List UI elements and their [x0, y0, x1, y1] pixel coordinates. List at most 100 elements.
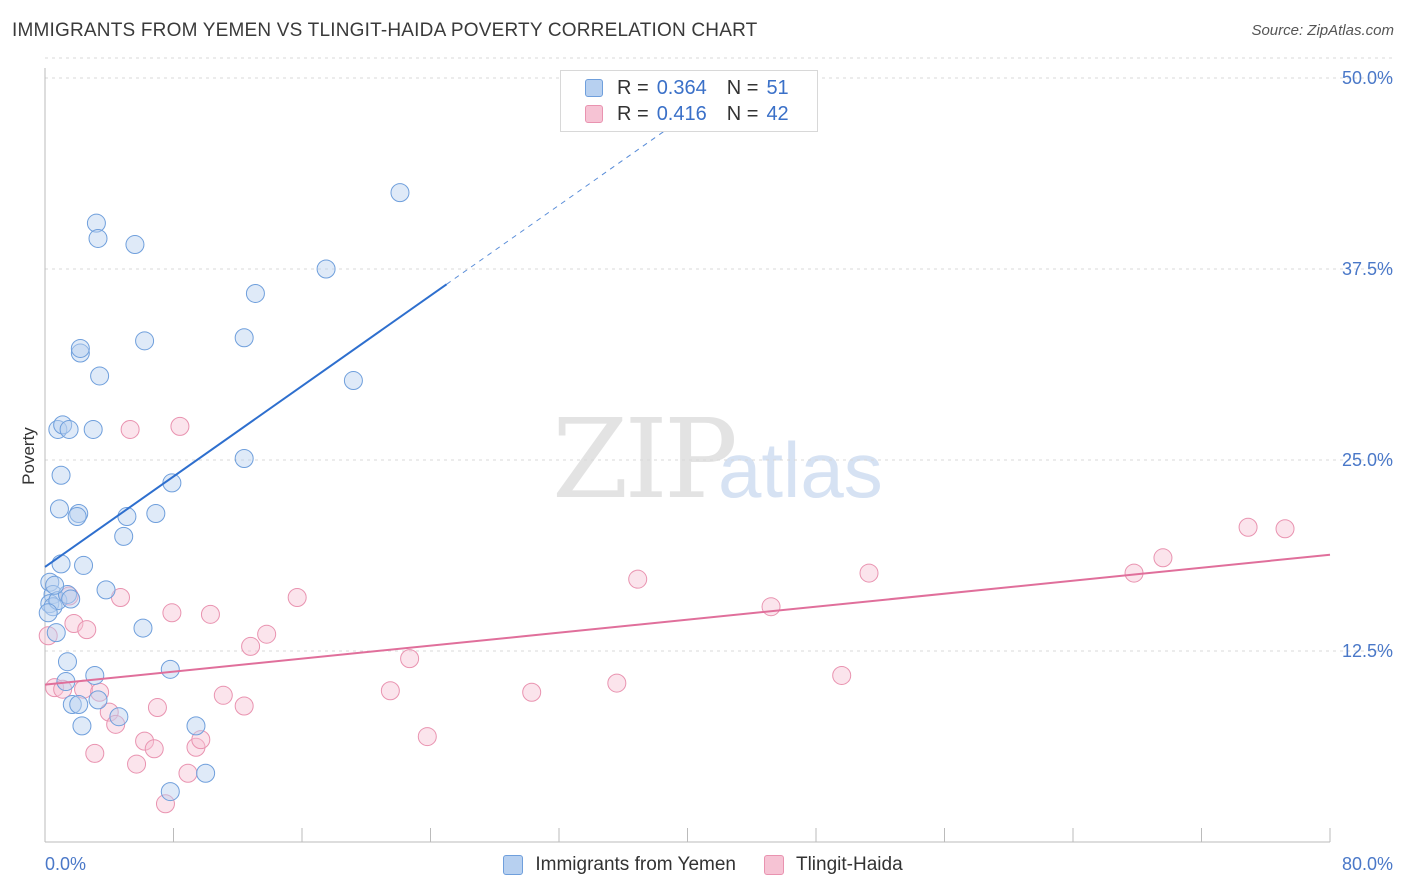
point-immigrants-from-yemen — [133, 618, 153, 638]
point-immigrants-from-yemen — [390, 183, 410, 203]
x-tick-label: 80.0% — [1342, 854, 1393, 874]
legend-item-yemen[interactable]: Immigrants from Yemen — [503, 854, 736, 876]
point-tlingit-haida — [628, 569, 648, 589]
point-immigrants-from-yemen — [109, 707, 129, 727]
point-immigrants-from-yemen — [46, 623, 66, 643]
legend-r-value: 0.416 — [656, 102, 707, 125]
point-tlingit-haida — [400, 649, 420, 669]
legend-row-tlingit: R = 0.416 N = 42 — [585, 101, 789, 127]
x-tick-label: 0.0% — [45, 854, 86, 874]
y-axis-label: Poverty — [19, 427, 38, 485]
point-immigrants-from-yemen — [45, 575, 65, 595]
point-immigrants-from-yemen — [38, 603, 58, 623]
point-tlingit-haida — [144, 739, 164, 759]
watermark-atlas: atlas — [718, 426, 883, 514]
point-tlingit-haida — [607, 673, 627, 693]
point-immigrants-from-yemen — [135, 331, 155, 351]
trend-line-yemen — [44, 283, 448, 568]
legend-r-label: R = — [617, 102, 649, 125]
point-tlingit-haida — [1238, 517, 1258, 537]
series-tlingit-haida — [38, 416, 1295, 814]
point-tlingit-haida — [135, 731, 155, 751]
legend-label-tlingit: Tlingit-Haida — [795, 854, 903, 875]
point-immigrants-from-yemen — [69, 503, 89, 523]
point-tlingit-haida — [1275, 519, 1295, 539]
point-tlingit-haida — [147, 698, 167, 718]
legend-label-yemen: Immigrants from Yemen — [535, 854, 736, 875]
y-tick-label: 50.0% — [1342, 68, 1393, 88]
legend-swatch-blue — [503, 855, 524, 875]
point-tlingit-haida — [162, 603, 182, 623]
point-immigrants-from-yemen — [57, 652, 77, 672]
source-label: Source: ZipAtlas.com — [1251, 22, 1394, 39]
point-immigrants-from-yemen — [88, 228, 108, 248]
y-tick-label: 25.0% — [1342, 450, 1393, 470]
legend-swatch-blue — [585, 79, 603, 97]
point-tlingit-haida — [200, 604, 220, 624]
point-tlingit-haida — [120, 419, 140, 439]
point-immigrants-from-yemen — [74, 555, 94, 575]
point-immigrants-from-yemen — [146, 503, 166, 523]
point-tlingit-haida — [53, 679, 73, 699]
point-tlingit-haida — [241, 636, 261, 656]
trend-line-tlingit-haida — [44, 553, 1331, 686]
point-tlingit-haida — [287, 588, 307, 608]
series-immigrants-from-yemen — [38, 183, 410, 802]
legend-n-value: 51 — [766, 76, 789, 99]
point-tlingit-haida — [1153, 548, 1173, 568]
point-immigrants-from-yemen — [61, 589, 81, 609]
point-immigrants-from-yemen — [72, 716, 92, 736]
point-immigrants-from-yemen — [83, 419, 103, 439]
point-tlingit-haida — [380, 681, 400, 701]
point-tlingit-haida — [213, 685, 233, 705]
axis-labels: 12.5% 25.0% 37.5% 50.0% 0.0% 80.0% Poverty — [19, 68, 1393, 874]
point-immigrants-from-yemen — [51, 465, 71, 485]
grid-lines — [45, 57, 1392, 652]
point-immigrants-from-yemen — [67, 507, 87, 527]
legend-swatch-pink — [585, 105, 603, 123]
point-tlingit-haida — [85, 743, 105, 763]
point-tlingit-haida — [99, 702, 119, 722]
legend-r-value: 0.364 — [656, 76, 707, 99]
point-tlingit-haida — [106, 714, 126, 734]
point-tlingit-haida — [178, 763, 198, 783]
point-immigrants-from-yemen — [62, 694, 82, 714]
legend-item-tlingit[interactable]: Tlingit-Haida — [763, 854, 903, 876]
legend-row-yemen: R = 0.364 N = 51 — [585, 75, 789, 101]
point-immigrants-from-yemen — [343, 371, 363, 391]
point-tlingit-haida — [417, 727, 437, 747]
point-immigrants-from-yemen — [160, 659, 180, 679]
point-immigrants-from-yemen — [234, 328, 254, 348]
point-immigrants-from-yemen — [49, 499, 69, 519]
point-immigrants-from-yemen — [316, 259, 336, 279]
point-immigrants-from-yemen — [114, 526, 134, 546]
y-tick-label: 37.5% — [1342, 259, 1393, 279]
point-immigrants-from-yemen — [160, 782, 180, 802]
point-tlingit-haida — [170, 416, 190, 436]
point-immigrants-from-yemen — [96, 580, 116, 600]
point-immigrants-from-yemen — [245, 283, 265, 303]
point-immigrants-from-yemen — [186, 716, 206, 736]
point-immigrants-from-yemen — [86, 213, 106, 233]
point-immigrants-from-yemen — [88, 690, 108, 710]
legend-n-label: N = — [726, 76, 759, 99]
watermark-zip: ZIP — [552, 395, 738, 523]
y-tick-label: 12.5% — [1342, 641, 1393, 661]
point-immigrants-from-yemen — [51, 554, 71, 574]
point-tlingit-haida — [832, 665, 852, 685]
point-immigrants-from-yemen — [125, 235, 145, 255]
point-immigrants-from-yemen — [59, 419, 79, 439]
point-tlingit-haida — [257, 624, 277, 644]
chart-title: IMMIGRANTS FROM YEMEN VS TLINGIT-HAIDA P… — [12, 20, 758, 41]
point-immigrants-from-yemen — [70, 338, 90, 358]
point-immigrants-from-yemen — [70, 343, 90, 363]
point-immigrants-from-yemen — [90, 366, 110, 386]
point-tlingit-haida — [859, 563, 879, 583]
axes — [44, 68, 1331, 843]
point-immigrants-from-yemen — [234, 448, 254, 468]
legend-n-label: N = — [726, 102, 759, 125]
point-immigrants-from-yemen — [196, 763, 216, 783]
point-tlingit-haida — [64, 613, 84, 633]
point-tlingit-haida — [127, 754, 147, 774]
